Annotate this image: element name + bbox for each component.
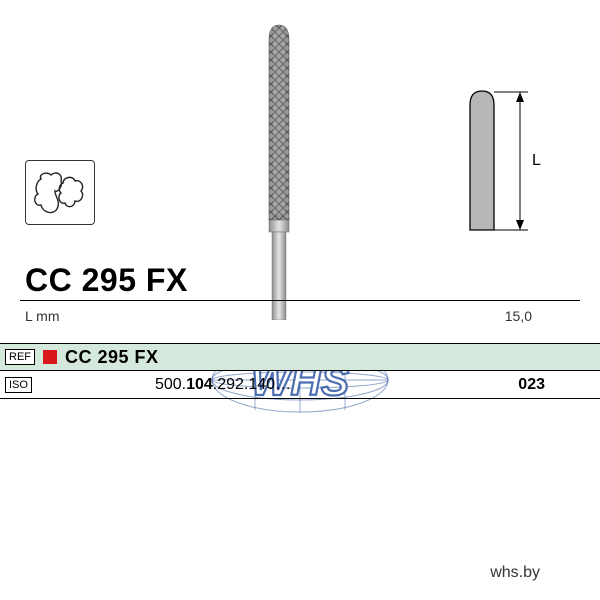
iso-code-suffix: .292.140… bbox=[213, 376, 291, 393]
iso-row: ISO 500.104.292.140… 023 bbox=[0, 371, 600, 399]
iso-code-bold: 104 bbox=[186, 376, 213, 393]
iso-code-prefix: 500. bbox=[155, 376, 186, 393]
iso-badge: ISO bbox=[5, 377, 32, 393]
product-illustration-area: L CC 295 FX L mm 15,0 bbox=[20, 10, 580, 320]
tooth-outline-icon bbox=[33, 169, 88, 217]
bur-product-image bbox=[255, 20, 303, 325]
length-diagram: L bbox=[450, 85, 560, 265]
spec-table: REF CC 295 FX ISO 500.104.292.140… 023 bbox=[0, 343, 600, 399]
diagram-length-label: L bbox=[532, 152, 541, 169]
length-value: 15,0 bbox=[505, 308, 532, 324]
footer-url: whs.by bbox=[490, 564, 540, 582]
length-unit-label: L mm bbox=[25, 308, 59, 324]
model-title: CC 295 FX bbox=[25, 262, 188, 299]
title-underline bbox=[20, 300, 580, 301]
iso-code: 500.104.292.140… bbox=[155, 376, 291, 394]
ref-name: CC 295 FX bbox=[65, 347, 159, 368]
grit-indicator-icon bbox=[43, 350, 57, 364]
iso-value: 023 bbox=[518, 376, 545, 394]
ref-row: REF CC 295 FX bbox=[0, 343, 600, 371]
ref-badge: REF bbox=[5, 349, 35, 365]
application-icon-box bbox=[25, 160, 95, 225]
